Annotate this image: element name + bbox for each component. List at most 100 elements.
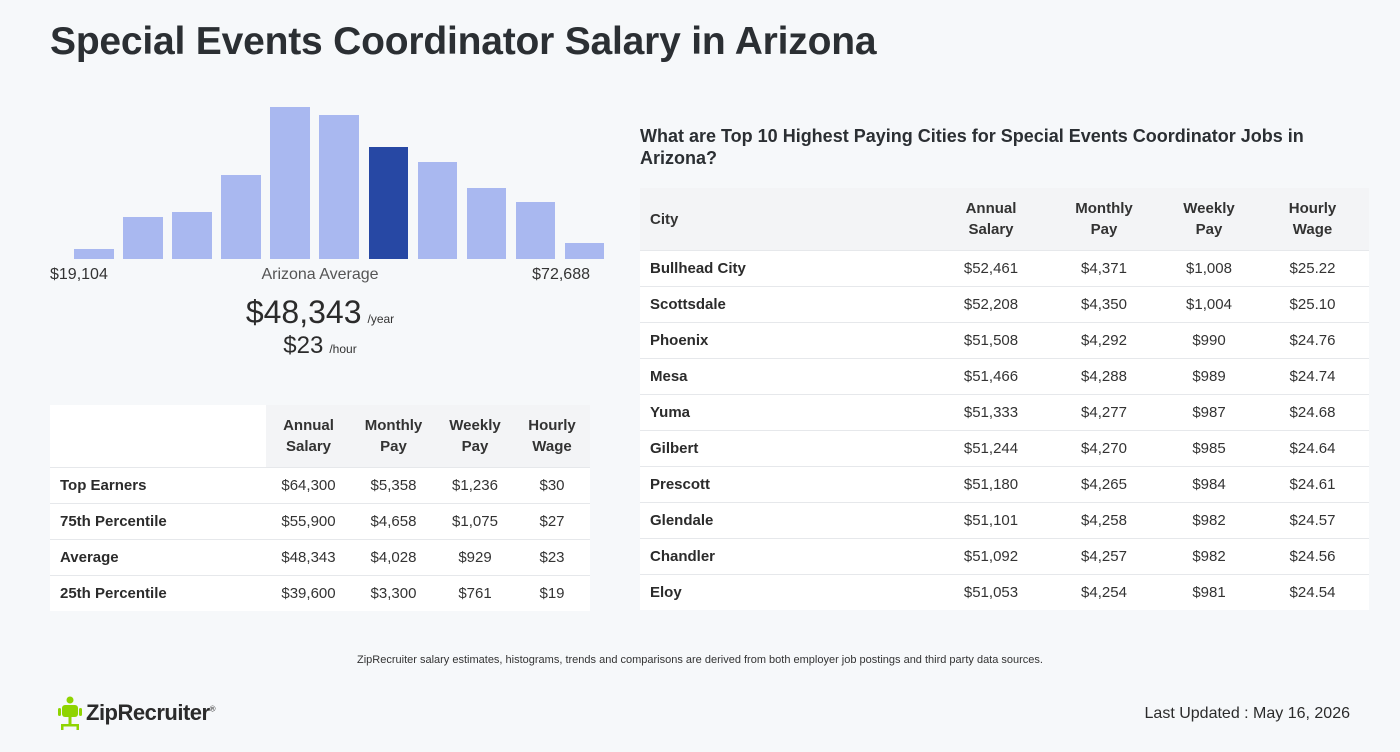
city-row-label: Gilbert — [640, 430, 936, 467]
percentile-cell: $3,300 — [351, 575, 436, 611]
logo-text: ZipRecruiter® — [86, 700, 216, 726]
percentile-row-label: Top Earners — [50, 467, 266, 504]
logo-wordmark: ZipRecruiter — [86, 700, 210, 725]
percentile-cell: $5,358 — [351, 467, 436, 504]
city-cell: $4,254 — [1046, 574, 1162, 610]
histogram-bar — [319, 115, 360, 259]
data-source-note: ZipRecruiter salary estimates, histogram… — [357, 654, 1043, 666]
percentile-table: Annual Salary Monthly Pay Weekly Pay Hourly Wag… — [50, 405, 590, 611]
city-row: Prescott $51,180 $4,265 $984 $24.61 — [640, 466, 1369, 503]
percentile-cell: $761 — [436, 575, 514, 611]
city-column-header: Annual Salary — [936, 188, 1046, 251]
city-row-label: Prescott — [640, 466, 936, 503]
city-row-label: Chandler — [640, 538, 936, 575]
city-cell: $4,350 — [1046, 286, 1162, 323]
city-row: Yuma $51,333 $4,277 $987 $24.68 — [640, 394, 1369, 431]
city-cell: $24.54 — [1256, 574, 1369, 610]
percentile-row: 25th Percentile $39,600 $3,300 $761 $19 — [50, 575, 590, 611]
city-cell: $24.56 — [1256, 538, 1369, 575]
city-cell: $4,371 — [1046, 250, 1162, 287]
city-cell: $24.76 — [1256, 322, 1369, 359]
percentile-cell: $929 — [436, 539, 514, 576]
city-cell: $24.57 — [1256, 502, 1369, 539]
percentile-cell: $23 — [514, 539, 590, 576]
ziprecruiter-logo[interactable]: ZipRecruiter® — [58, 696, 216, 730]
city-row: Bullhead City $52,461 $4,371 $1,008 $25.22 — [640, 250, 1369, 287]
percentile-table-header: Annual Salary Monthly Pay Weekly Pay Hourly Wag… — [50, 405, 590, 468]
percentile-cell: $64,300 — [266, 467, 351, 504]
city-row: Scottsdale $52,208 $4,350 $1,004 $25.10 — [640, 286, 1369, 323]
histogram-bar — [466, 188, 507, 259]
average-label: Arizona Average — [261, 266, 379, 283]
city-row: Chandler $51,092 $4,257 $982 $24.56 — [640, 538, 1369, 575]
city-cell: $52,461 — [936, 250, 1046, 287]
city-column-header: City — [640, 188, 936, 251]
percentile-cell: $4,658 — [351, 503, 436, 540]
max-salary-label: $72,688 — [532, 266, 590, 283]
city-cell: $1,004 — [1162, 286, 1256, 323]
histogram-bar — [74, 249, 114, 259]
percentile-column-header: Hourly Wage — [514, 405, 590, 468]
min-salary-label: $19,104 — [50, 266, 108, 283]
city-cell: $4,292 — [1046, 322, 1162, 359]
salary-histogram — [50, 95, 605, 259]
city-cell: $4,258 — [1046, 502, 1162, 539]
city-column-header: Weekly Pay — [1162, 188, 1256, 251]
percentile-column-header: Monthly Pay — [351, 405, 436, 468]
city-row-label: Mesa — [640, 358, 936, 395]
city-row: Eloy $51,053 $4,254 $981 $24.54 — [640, 574, 1369, 610]
percentile-row-label: Average — [50, 539, 266, 576]
percentile-column-header — [50, 405, 266, 468]
city-row-label: Scottsdale — [640, 286, 936, 323]
city-cell: $51,053 — [936, 574, 1046, 610]
histogram-bar — [368, 147, 409, 259]
city-cell: $4,270 — [1046, 430, 1162, 467]
annual-amount: $48,343 — [245, 294, 362, 330]
hourly-unit: /hour — [329, 342, 357, 356]
city-cell: $1,008 — [1162, 250, 1256, 287]
city-cell: $24.74 — [1256, 358, 1369, 395]
city-cell: $990 — [1162, 322, 1256, 359]
histogram-bar — [270, 107, 310, 259]
city-row: Mesa $51,466 $4,288 $989 $24.74 — [640, 358, 1369, 395]
city-cell: $982 — [1162, 538, 1256, 575]
city-row-label: Yuma — [640, 394, 936, 431]
city-cell: $981 — [1162, 574, 1256, 610]
histogram-labels: Arizona Average $19,104 $72,688 — [50, 266, 590, 286]
registered-mark: ® — [209, 704, 216, 714]
city-table: City Annual Salary Monthly Pay Weekly Pay Hourl… — [640, 188, 1369, 610]
city-cell: $24.61 — [1256, 466, 1369, 503]
city-cell: $51,508 — [936, 322, 1046, 359]
annual-unit: /year — [367, 312, 395, 326]
percentile-cell: $19 — [514, 575, 590, 611]
city-cell: $51,333 — [936, 394, 1046, 431]
average-hourly-wage: $23/hour — [50, 332, 590, 360]
percentile-row: Top Earners $64,300 $5,358 $1,236 $30 — [50, 467, 590, 504]
city-row: Phoenix $51,508 $4,292 $990 $24.76 — [640, 322, 1369, 359]
city-cell: $51,101 — [936, 502, 1046, 539]
histogram-bar — [564, 243, 605, 259]
city-cell: $987 — [1162, 394, 1256, 431]
city-column-header: Monthly Pay — [1046, 188, 1162, 251]
percentile-column-header: Annual Salary — [266, 405, 351, 468]
city-cell: $25.22 — [1256, 250, 1369, 287]
page-title: Special Events Coordinator Salary in Ari… — [50, 20, 877, 63]
percentile-cell: $1,236 — [436, 467, 514, 504]
city-row-label: Bullhead City — [640, 250, 936, 287]
city-cell: $4,265 — [1046, 466, 1162, 503]
city-cell: $24.68 — [1256, 394, 1369, 431]
histogram-bar — [172, 212, 212, 259]
percentile-cell: $27 — [514, 503, 590, 540]
city-section-title: What are Top 10 Highest Paying Cities fo… — [640, 126, 1304, 168]
city-cell: $51,244 — [936, 430, 1046, 467]
percentile-cell: $1,075 — [436, 503, 514, 540]
city-column-header: Hourly Wage — [1256, 188, 1369, 251]
percentile-cell: $55,900 — [266, 503, 351, 540]
city-cell: $989 — [1162, 358, 1256, 395]
histogram-bar — [515, 202, 556, 259]
percentile-row: 75th Percentile $55,900 $4,658 $1,075 $27 — [50, 503, 590, 540]
city-cell: $52,208 — [936, 286, 1046, 323]
histogram-bar — [417, 162, 458, 259]
histogram-bar — [123, 217, 163, 259]
percentile-row: Average $48,343 $4,028 $929 $23 — [50, 539, 590, 576]
